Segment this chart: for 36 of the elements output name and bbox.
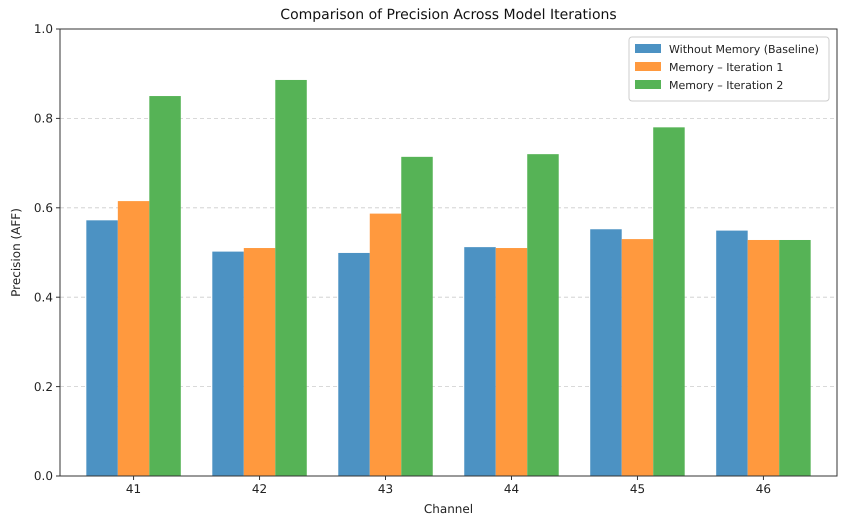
bar bbox=[496, 248, 528, 476]
x-tick-label: 41 bbox=[126, 482, 142, 496]
bar bbox=[590, 229, 622, 476]
bar bbox=[338, 252, 370, 476]
bar bbox=[244, 248, 276, 476]
bar bbox=[86, 220, 118, 476]
legend-label: Memory – Iteration 1 bbox=[669, 60, 784, 74]
bar bbox=[622, 239, 654, 476]
x-tick-label: 43 bbox=[378, 482, 394, 496]
bar bbox=[748, 240, 780, 476]
bar bbox=[275, 80, 307, 476]
x-axis-title: Channel bbox=[424, 502, 474, 516]
legend-label: Memory – Iteration 2 bbox=[669, 78, 784, 92]
y-tick-label: 0.6 bbox=[34, 201, 53, 215]
bar bbox=[149, 96, 181, 476]
x-tick-label: 44 bbox=[504, 482, 520, 496]
y-tick-label: 0.0 bbox=[34, 469, 53, 484]
y-axis-title: Precision (AFF) bbox=[9, 208, 23, 297]
y-tick-label: 0.8 bbox=[34, 112, 53, 126]
bar bbox=[401, 156, 433, 476]
x-tick-label: 46 bbox=[756, 482, 772, 496]
bar bbox=[653, 127, 685, 476]
legend-label: Without Memory (Baseline) bbox=[669, 42, 819, 56]
bar bbox=[370, 214, 402, 476]
bar bbox=[716, 230, 748, 476]
x-tick-label: 42 bbox=[252, 482, 268, 496]
bar bbox=[212, 252, 244, 476]
bar bbox=[118, 201, 150, 476]
bar bbox=[527, 154, 559, 476]
chart-title: Comparison of Precision Across Model Iterations bbox=[280, 7, 617, 23]
y-tick-label: 1.0 bbox=[34, 22, 53, 36]
y-tick-label: 0.2 bbox=[34, 380, 53, 394]
bar bbox=[779, 240, 811, 476]
x-tick-label: 45 bbox=[630, 482, 646, 496]
bar bbox=[464, 247, 496, 476]
y-tick-label: 0.4 bbox=[34, 290, 53, 304]
